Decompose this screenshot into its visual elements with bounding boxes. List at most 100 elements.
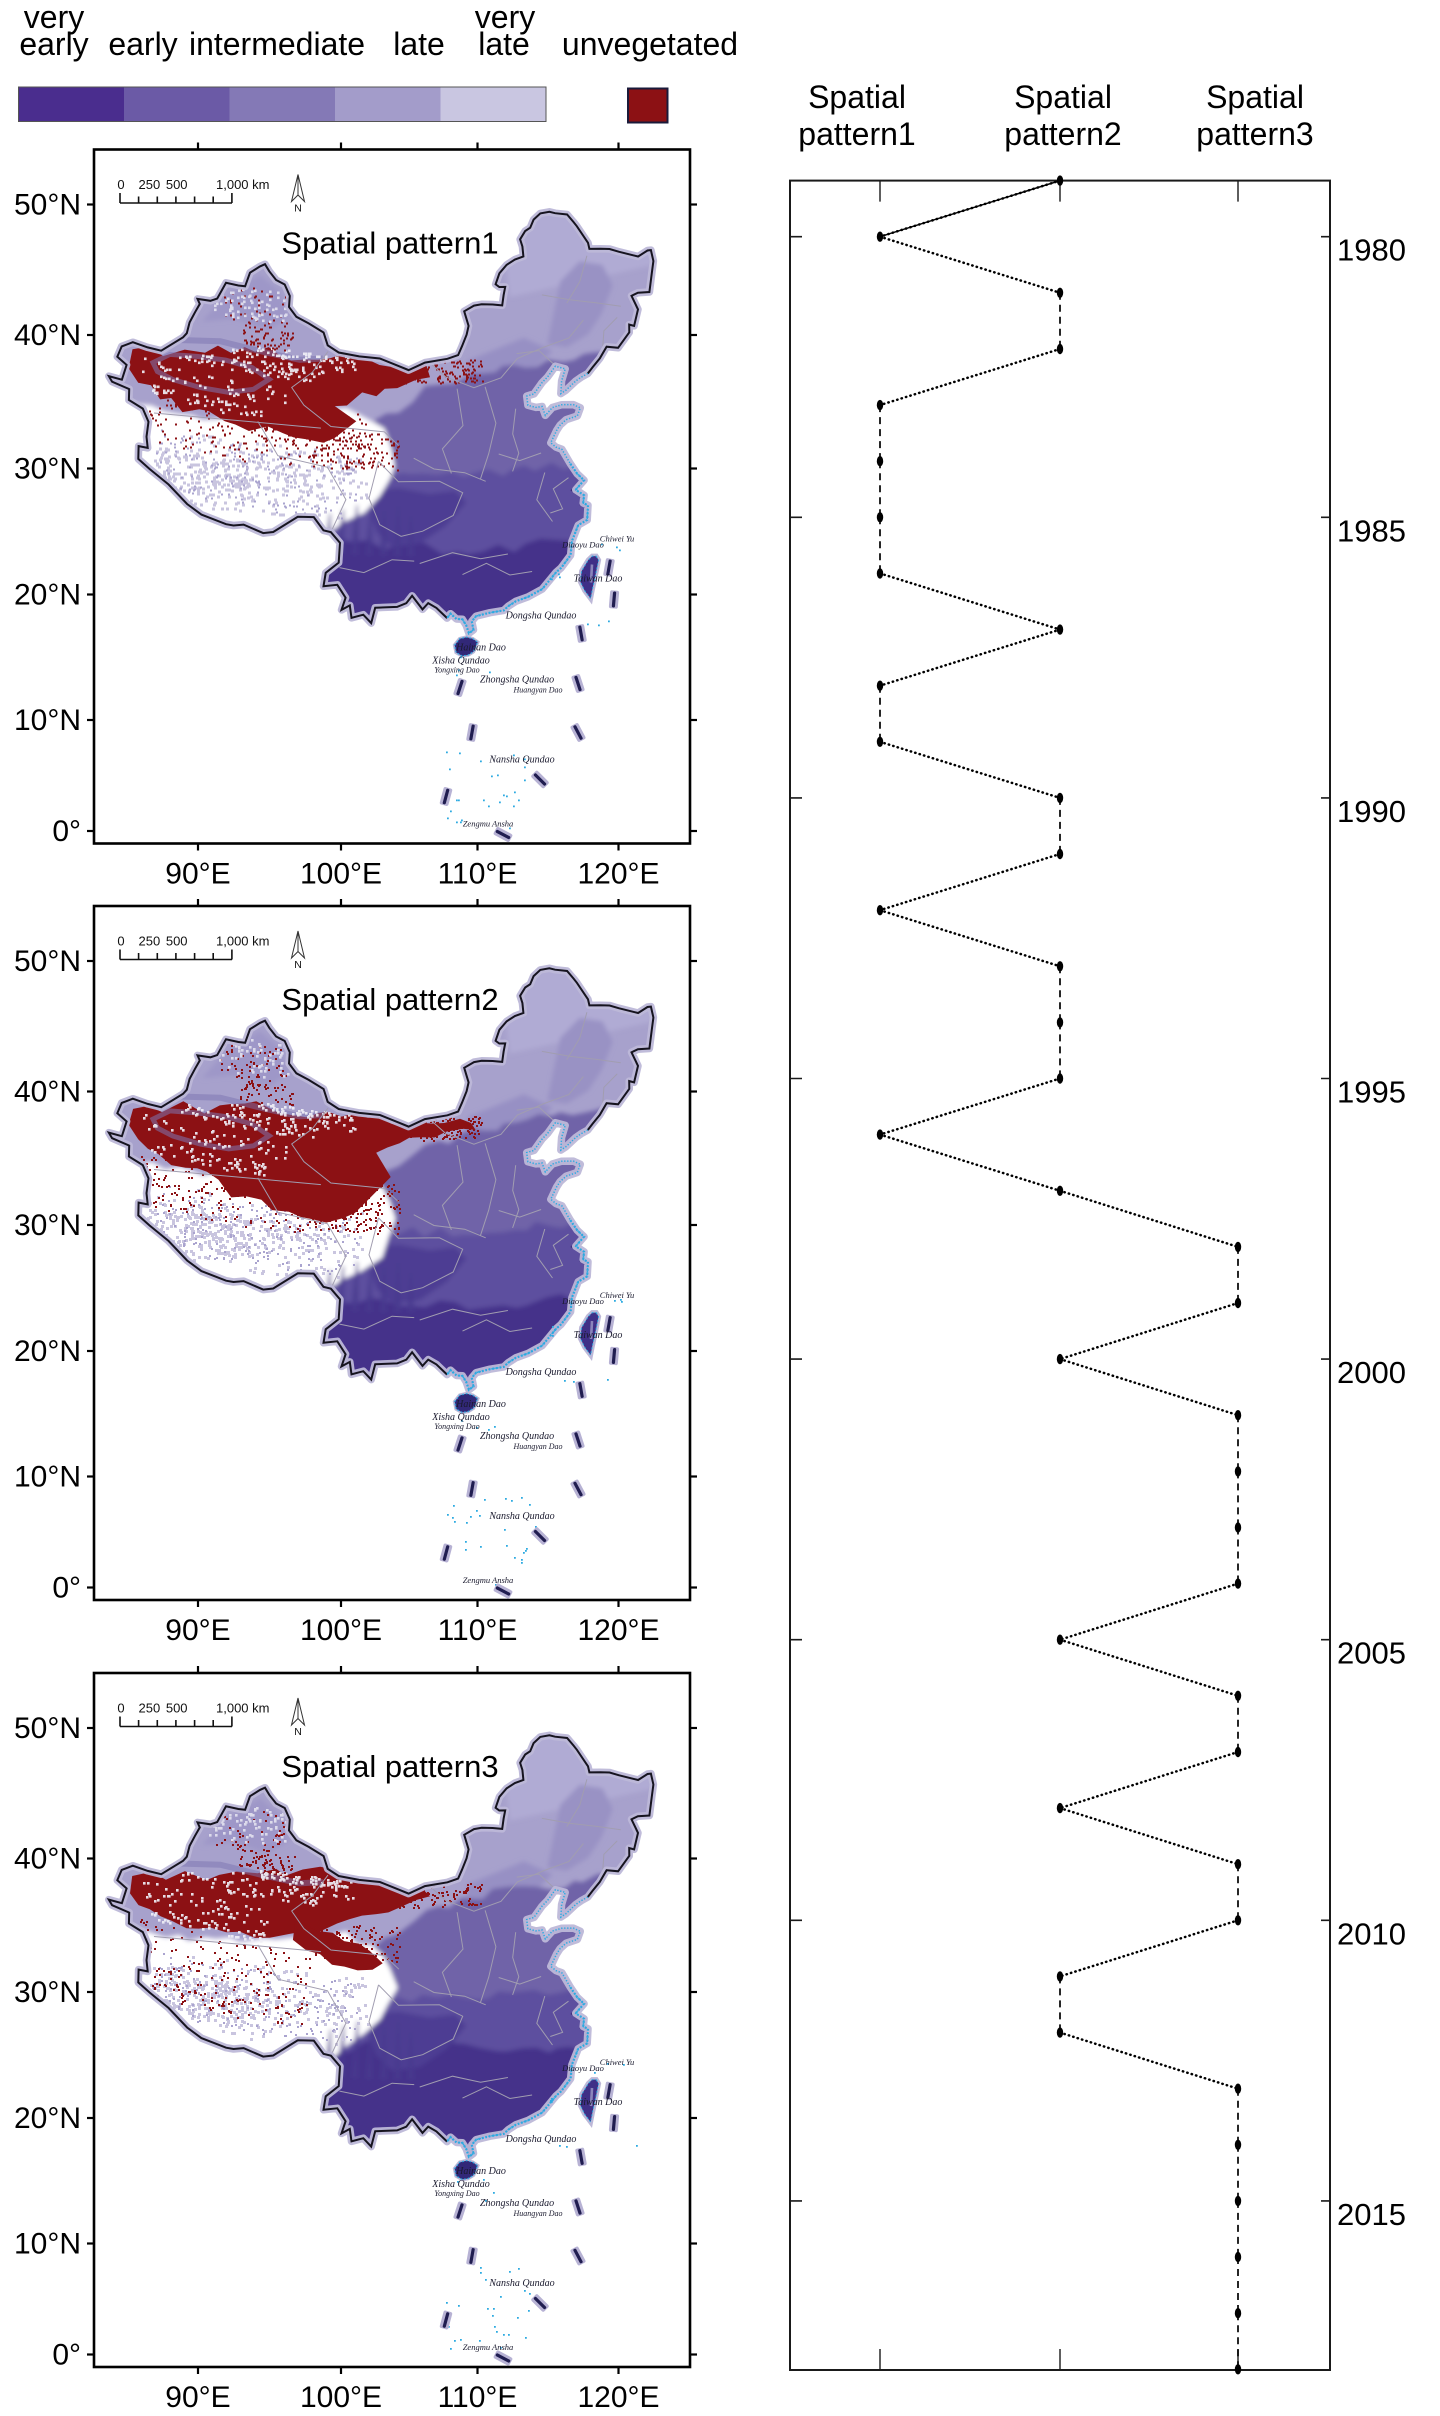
- svg-text:250: 250: [139, 934, 161, 949]
- svg-text:Yongxing Dao: Yongxing Dao: [434, 1422, 479, 1431]
- svg-text:90°E: 90°E: [165, 858, 230, 891]
- svg-text:Xisha Qundao: Xisha Qundao: [431, 1412, 490, 1423]
- svg-text:Chiwei Yu: Chiwei Yu: [600, 2057, 634, 2067]
- svg-text:N: N: [294, 1726, 302, 1738]
- svg-text:1,000 km: 1,000 km: [216, 934, 269, 949]
- svg-text:500: 500: [166, 934, 188, 949]
- svg-text:Diaoyu Dao: Diaoyu Dao: [561, 1296, 604, 1306]
- svg-text:Huangyan Dao: Huangyan Dao: [512, 2209, 562, 2218]
- svg-text:Xisha Qundao: Xisha Qundao: [431, 2179, 490, 2190]
- svg-text:2000: 2000: [1337, 1355, 1406, 1390]
- svg-text:Zhongsha Qundao: Zhongsha Qundao: [480, 675, 554, 686]
- svg-text:unvegetated: unvegetated: [562, 26, 738, 62]
- svg-text:20°N: 20°N: [14, 579, 81, 612]
- svg-text:1990: 1990: [1337, 794, 1406, 829]
- svg-text:120°E: 120°E: [577, 858, 659, 891]
- svg-text:50°N: 50°N: [14, 1712, 81, 1745]
- svg-text:110°E: 110°E: [438, 2381, 518, 2414]
- svg-text:pattern2: pattern2: [1004, 116, 1121, 152]
- svg-text:Zengmu Ansha: Zengmu Ansha: [463, 2342, 514, 2352]
- svg-text:Nansha Qundao: Nansha Qundao: [488, 2278, 554, 2289]
- svg-text:0: 0: [117, 934, 124, 949]
- svg-text:40°N: 40°N: [14, 1076, 81, 1109]
- svg-text:120°E: 120°E: [577, 1614, 659, 1647]
- svg-text:Nansha Qundao: Nansha Qundao: [488, 1511, 554, 1522]
- svg-text:250: 250: [139, 177, 161, 192]
- svg-text:50°N: 50°N: [14, 189, 81, 222]
- svg-text:500: 500: [166, 1701, 188, 1716]
- svg-text:0: 0: [117, 177, 124, 192]
- svg-text:500: 500: [166, 177, 188, 192]
- svg-text:90°E: 90°E: [165, 2381, 230, 2414]
- svg-text:Diaoyu Dao: Diaoyu Dao: [561, 540, 604, 550]
- svg-text:Spatial pattern2: Spatial pattern2: [281, 982, 498, 1017]
- svg-text:N: N: [294, 203, 302, 215]
- svg-text:Xisha Qundao: Xisha Qundao: [431, 656, 490, 667]
- svg-text:Dongsha Qundao: Dongsha Qundao: [505, 2134, 577, 2145]
- svg-text:Hainan Dao: Hainan Dao: [455, 2166, 506, 2177]
- svg-text:10°N: 10°N: [14, 1461, 81, 1494]
- svg-text:Nansha Qundao: Nansha Qundao: [488, 755, 554, 766]
- svg-text:2015: 2015: [1337, 2197, 1406, 2232]
- svg-text:early: early: [108, 26, 177, 62]
- svg-text:Hainan Dao: Hainan Dao: [455, 1399, 506, 1410]
- svg-text:pattern3: pattern3: [1196, 116, 1313, 152]
- svg-text:100°E: 100°E: [300, 858, 382, 891]
- svg-text:Zhongsha Qundao: Zhongsha Qundao: [480, 1431, 554, 1442]
- svg-text:110°E: 110°E: [438, 858, 518, 891]
- svg-text:90°E: 90°E: [165, 1614, 230, 1647]
- svg-text:0°: 0°: [52, 1572, 81, 1605]
- svg-text:Huangyan Dao: Huangyan Dao: [512, 686, 562, 695]
- svg-text:30°N: 30°N: [14, 453, 81, 486]
- svg-text:1,000 km: 1,000 km: [216, 1701, 269, 1716]
- svg-text:Hainan Dao: Hainan Dao: [455, 643, 506, 654]
- svg-text:2005: 2005: [1337, 1636, 1406, 1671]
- svg-text:30°N: 30°N: [14, 1209, 81, 1242]
- svg-text:pattern1: pattern1: [798, 116, 915, 152]
- svg-text:very: very: [24, 0, 84, 35]
- svg-text:0: 0: [117, 1701, 124, 1716]
- svg-text:Dongsha Qundao: Dongsha Qundao: [505, 611, 577, 622]
- svg-text:20°N: 20°N: [14, 2102, 81, 2135]
- svg-text:1980: 1980: [1337, 233, 1406, 268]
- svg-text:0°: 0°: [52, 815, 81, 848]
- svg-text:0°: 0°: [52, 2339, 81, 2372]
- svg-text:40°N: 40°N: [14, 1843, 81, 1876]
- svg-text:Spatial pattern1: Spatial pattern1: [281, 226, 498, 261]
- svg-text:100°E: 100°E: [300, 1614, 382, 1647]
- svg-text:100°E: 100°E: [300, 2381, 382, 2414]
- svg-text:Diaoyu Dao: Diaoyu Dao: [561, 2063, 604, 2073]
- svg-text:Chiwei Yu: Chiwei Yu: [600, 1290, 634, 1300]
- svg-text:Spatial: Spatial: [808, 79, 906, 115]
- svg-text:50°N: 50°N: [14, 945, 81, 978]
- svg-text:20°N: 20°N: [14, 1335, 81, 1368]
- svg-text:1995: 1995: [1337, 1075, 1406, 1110]
- svg-text:10°N: 10°N: [14, 2228, 81, 2261]
- svg-text:very: very: [475, 0, 535, 35]
- svg-text:Chiwei Yu: Chiwei Yu: [600, 534, 634, 544]
- svg-text:Yongxing Dao: Yongxing Dao: [434, 666, 479, 675]
- svg-text:Yongxing Dao: Yongxing Dao: [434, 2189, 479, 2198]
- svg-text:110°E: 110°E: [438, 1614, 518, 1647]
- svg-text:Huangyan Dao: Huangyan Dao: [512, 1442, 562, 1451]
- svg-text:Taiwan Dao: Taiwan Dao: [574, 574, 623, 585]
- svg-text:120°E: 120°E: [577, 2381, 659, 2414]
- svg-text:Dongsha Qundao: Dongsha Qundao: [505, 1367, 577, 1378]
- svg-text:Zhongsha Qundao: Zhongsha Qundao: [480, 2198, 554, 2209]
- svg-text:early: early: [19, 26, 88, 62]
- svg-text:Spatial: Spatial: [1206, 79, 1304, 115]
- svg-text:40°N: 40°N: [14, 319, 81, 352]
- svg-text:Spatial pattern3: Spatial pattern3: [281, 1749, 498, 1784]
- svg-text:Zengmu Ansha: Zengmu Ansha: [463, 1575, 514, 1585]
- svg-text:10°N: 10°N: [14, 704, 81, 737]
- svg-text:Taiwan Dao: Taiwan Dao: [574, 2097, 623, 2108]
- svg-text:250: 250: [139, 1701, 161, 1716]
- svg-text:1985: 1985: [1337, 513, 1406, 548]
- svg-text:Taiwan Dao: Taiwan Dao: [574, 1330, 623, 1341]
- svg-text:30°N: 30°N: [14, 1976, 81, 2009]
- svg-text:1,000 km: 1,000 km: [216, 177, 269, 192]
- svg-text:late: late: [478, 26, 530, 62]
- svg-text:N: N: [294, 959, 302, 971]
- svg-text:Spatial: Spatial: [1014, 79, 1112, 115]
- svg-text:2010: 2010: [1337, 1916, 1406, 1951]
